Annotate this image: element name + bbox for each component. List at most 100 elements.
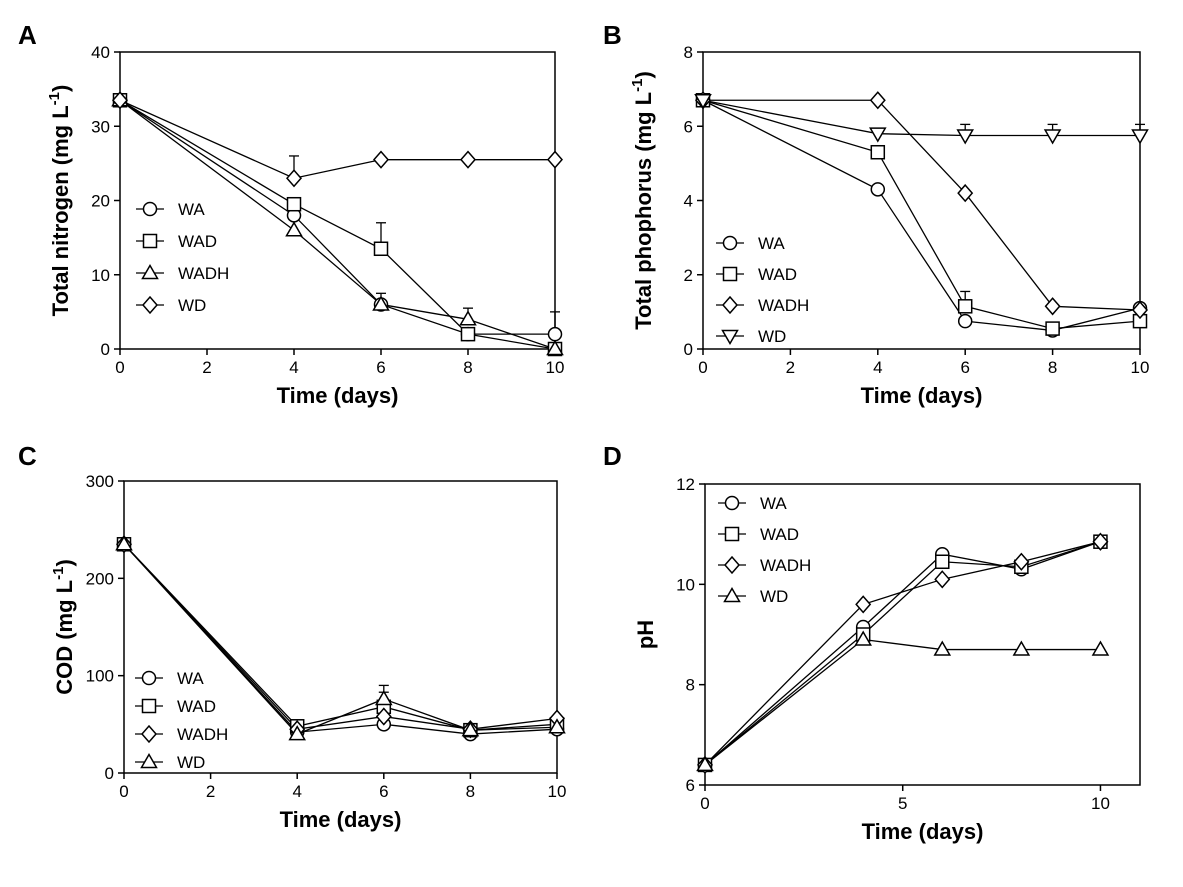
data-point-wadh [1092, 532, 1109, 551]
legend-marker-wadh [141, 263, 159, 280]
y-axis-title: Total phophorus (mg L-1) [629, 71, 656, 330]
data-point-wa [870, 182, 886, 197]
data-point-wadh [285, 221, 303, 237]
data-point-wd [112, 91, 128, 110]
panel-letter: D [603, 441, 622, 471]
series-line-wadh [704, 541, 1101, 766]
legend-label: WD [177, 753, 205, 772]
y-axis-title: pH [633, 620, 658, 649]
series-line-wd [702, 99, 1140, 137]
legend: WA WAD WADH WD [135, 669, 228, 772]
y-axis-title: Total nitrogen (mg L-1) [46, 85, 73, 317]
data-point-wadh [1132, 300, 1148, 320]
data-point-wa [957, 313, 973, 329]
x-tick-label: 10 [546, 358, 565, 377]
x-axis-title: Time (days) [861, 383, 983, 408]
legend: WA WAD WADH WD [718, 494, 811, 606]
x-tick-label: 8 [466, 782, 475, 801]
panel-a: A 0 2 4 6 8 10 0 10 20 30 40 Time (days) Total nitrog… [18, 20, 564, 408]
x-tick-label: 0 [115, 358, 124, 377]
legend-marker-wad [142, 233, 158, 249]
data-point-wd [1043, 129, 1062, 145]
y-tick-label: 2 [684, 266, 693, 285]
legend-label: WADH [758, 296, 809, 315]
panel-letter: A [18, 20, 37, 50]
x-tick-label: 6 [376, 358, 385, 377]
legend-label: WA [760, 494, 787, 513]
legend-label: WAD [178, 232, 217, 251]
data-point-wadh [1044, 297, 1061, 316]
x-tick-label: 4 [292, 782, 301, 801]
data-point-wd [375, 690, 393, 706]
legend-label: WAD [758, 265, 797, 284]
data-point-wd [956, 129, 974, 145]
data-point-wd [460, 150, 476, 169]
legend-label: WD [178, 296, 206, 315]
series-line-wa [704, 541, 1101, 766]
y-tick-label: 10 [676, 575, 695, 594]
legend-label: WAD [760, 525, 799, 544]
y-tick-label: 12 [676, 475, 695, 494]
data-point-wad [935, 554, 950, 570]
y-tick-label: 40 [91, 43, 110, 62]
legend-marker-wd [142, 295, 158, 315]
legend-label: WADH [178, 264, 229, 283]
legend-label: WD [760, 587, 788, 606]
data-point-wad [957, 299, 973, 314]
data-point-wd [461, 721, 480, 737]
data-point-wadh [957, 183, 974, 203]
y-tick-label: 6 [684, 117, 693, 136]
panel-letter: C [18, 441, 37, 471]
data-point-wadh [375, 707, 392, 726]
y-tick-label: 200 [86, 569, 114, 588]
y-tick-label: 300 [86, 472, 114, 491]
x-tick-label: 0 [700, 794, 709, 813]
x-tick-label: 0 [119, 782, 128, 801]
data-point-wadh [855, 595, 872, 614]
data-point-wadh [934, 570, 951, 589]
data-point-wd [933, 640, 952, 656]
legend-marker-wad [724, 526, 740, 542]
y-axis-title: COD (mg L-1) [50, 559, 77, 695]
data-point-wd [547, 150, 563, 169]
x-tick-label: 2 [786, 358, 795, 377]
data-point-wad [286, 196, 302, 212]
data-point-wd [696, 755, 714, 772]
x-tick-label: 8 [463, 358, 472, 377]
legend-marker-wd [140, 752, 158, 769]
legend-marker-wd [723, 586, 741, 603]
y-tick-label: 0 [684, 340, 693, 359]
x-tick-label: 6 [379, 782, 388, 801]
series-wadh [704, 541, 1101, 766]
y-tick-label: 8 [684, 43, 693, 62]
data-point-wadh [546, 339, 564, 356]
series-line-wd [704, 638, 1101, 766]
data-point-wad [373, 241, 389, 257]
x-axis-title: Time (days) [862, 819, 984, 844]
data-point-wd [373, 150, 389, 169]
legend-marker-wd [721, 329, 739, 346]
legend-marker-wa [141, 670, 157, 686]
data-point-wd [548, 718, 566, 734]
x-tick-label: 10 [1131, 358, 1150, 377]
legend: WA WAD WADH WD [716, 234, 809, 346]
panel-d: D 0 5 10 6 8 10 12 Time (days) pH WA WAD WADH WD [603, 441, 1141, 844]
legend-marker-wad [141, 698, 157, 714]
data-point-wd [694, 94, 712, 110]
x-tick-label: 2 [206, 782, 215, 801]
data-point-wd [869, 127, 887, 143]
y-tick-label: 4 [684, 192, 693, 211]
y-tick-label: 6 [686, 776, 695, 795]
data-point-wadh [372, 295, 390, 311]
legend-marker-wa [724, 495, 740, 511]
x-tick-label: 4 [289, 358, 298, 377]
x-tick-label: 5 [898, 794, 907, 813]
legend-marker-wa [722, 235, 738, 251]
y-tick-label: 10 [91, 266, 110, 285]
x-axis-title: Time (days) [277, 383, 399, 408]
x-tick-label: 6 [960, 358, 969, 377]
panel-letter: B [603, 20, 622, 50]
legend-label: WA [178, 200, 205, 219]
